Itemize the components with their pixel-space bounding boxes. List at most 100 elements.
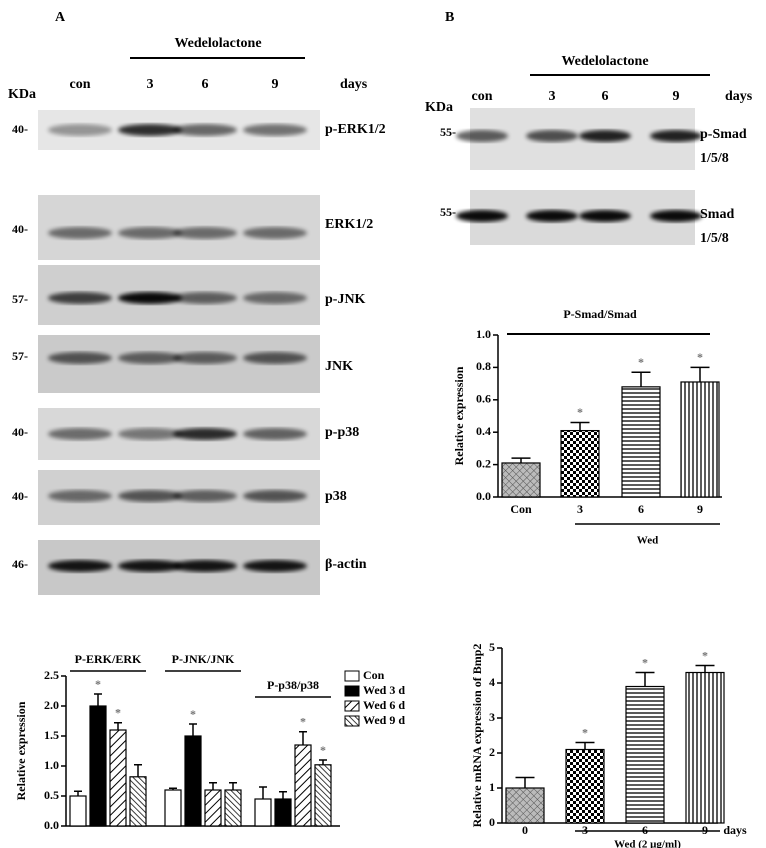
bar [314, 764, 332, 827]
error-bar [279, 791, 287, 799]
blot [38, 335, 320, 393]
y-tick-label: 3 [489, 710, 495, 724]
group-label: P-ERK/ERK [75, 652, 142, 666]
marker: 40- [12, 122, 28, 136]
marker: 40- [12, 222, 28, 236]
x-tick-label: 0 [522, 823, 528, 837]
marker: 55- [440, 205, 456, 219]
error-bar [515, 776, 535, 788]
bar [501, 462, 541, 498]
blot-label: p-Smad [700, 127, 747, 142]
error-bar [94, 693, 102, 706]
band [48, 227, 112, 239]
bar [89, 705, 107, 827]
significance: * [577, 405, 583, 419]
legend-swatch [344, 715, 360, 727]
error-bar [114, 722, 122, 730]
band [118, 124, 182, 136]
y-tick-label: 0.0 [44, 818, 59, 832]
error-bar [209, 782, 217, 790]
x-tick-label: 9 [697, 502, 703, 516]
bar [274, 798, 292, 827]
y-tick-label: 0.8 [476, 359, 491, 373]
blot-label: p-ERK1/2 [325, 122, 386, 137]
group-label: P-p38/p38 [267, 678, 319, 692]
band [118, 428, 182, 440]
blot-label: 1/5/8 [700, 151, 729, 166]
band [243, 490, 307, 502]
bar [109, 729, 127, 827]
panel-label: A [55, 10, 66, 25]
error-bar [169, 787, 177, 790]
x-unit: days [723, 823, 747, 837]
kda: KDa [8, 87, 36, 102]
significance: * [642, 655, 648, 669]
bar [129, 776, 147, 827]
y-tick-label: 2 [489, 745, 495, 759]
blot-label: JNK [325, 359, 353, 374]
lane-label: 3 [147, 77, 154, 92]
bar [184, 735, 202, 827]
band [48, 352, 112, 364]
error-bar [74, 790, 82, 796]
band [173, 292, 237, 304]
band [243, 428, 307, 440]
marker: 55- [440, 125, 456, 139]
band [48, 428, 112, 440]
bar [680, 381, 720, 498]
marker: 57- [12, 349, 28, 363]
bar [560, 429, 600, 498]
error-bar [631, 371, 651, 387]
band [118, 227, 182, 239]
band [526, 210, 578, 222]
band [173, 490, 237, 502]
band [48, 560, 112, 572]
legend-label: Wed 3 d [363, 683, 405, 697]
unit: days [340, 77, 368, 92]
legend-swatch [344, 700, 360, 712]
kda: KDa [425, 100, 453, 115]
bar [565, 748, 605, 824]
significance: * [300, 715, 306, 729]
marker: 57- [12, 292, 28, 306]
band [650, 210, 702, 222]
band [243, 227, 307, 239]
x-axis-label: Wed (2 μg/ml) [614, 839, 681, 848]
error-bar [575, 741, 595, 750]
y-tick-label: 0 [489, 815, 495, 829]
significance: * [582, 725, 588, 739]
band [243, 292, 307, 304]
blot-label: p-JNK [325, 292, 366, 307]
band [118, 560, 182, 572]
legend-swatch [344, 670, 360, 682]
band [173, 124, 237, 136]
legend-label: Wed 6 d [363, 698, 405, 712]
significance: * [190, 707, 196, 721]
y-tick-label: 1.5 [44, 728, 59, 742]
band [48, 124, 112, 136]
blot-label: p-p38 [325, 425, 359, 440]
x-tick-label: 3 [577, 502, 583, 516]
bar [224, 789, 242, 827]
y-tick-label: 0.5 [44, 788, 59, 802]
legend-swatch [344, 685, 360, 697]
error-bar [695, 664, 715, 673]
significance: * [320, 743, 326, 757]
x-axis-label: Wed [637, 535, 658, 547]
error-bar [635, 671, 655, 687]
band [173, 560, 237, 572]
chart-title: P-Smad/Smad [563, 307, 637, 321]
lane-label: 6 [602, 89, 609, 104]
band [243, 124, 307, 136]
y-tick-label: 0.2 [476, 456, 491, 470]
x-tick-label: 3 [582, 823, 588, 837]
bar [204, 789, 222, 827]
band [579, 130, 631, 142]
group-label: P-JNK/JNK [172, 652, 235, 666]
x-tick-label: 6 [642, 823, 648, 837]
treatment: Wedelolactone [174, 36, 261, 51]
y-tick-label: 0.4 [476, 424, 491, 438]
band [118, 292, 182, 304]
blot-label: p38 [325, 489, 347, 504]
